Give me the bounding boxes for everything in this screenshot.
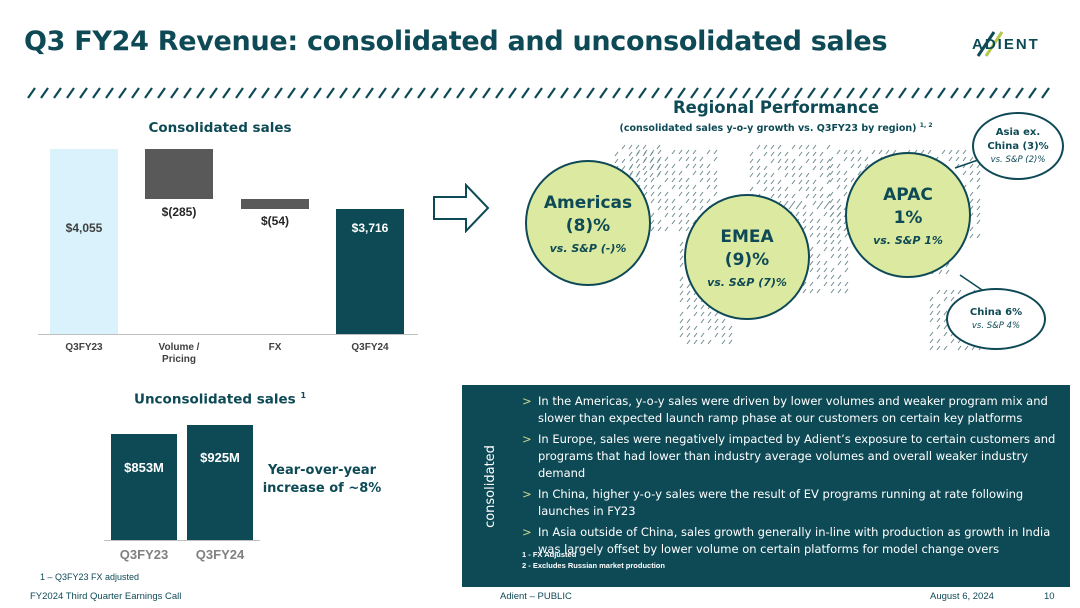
panel-footnotes: 1 - FX Adjusted 2 - Excludes Russian mar…: [522, 550, 665, 570]
bar-label-volume-pricing: $(285): [161, 205, 197, 219]
bar-fx: [241, 199, 309, 209]
bar-label-fx: $(54): [260, 214, 289, 228]
arrow-right-icon: [433, 183, 490, 233]
footer-date: August 6, 2024: [930, 591, 994, 602]
apac-bubble: APAC 1% vs. S&P 1%: [845, 152, 971, 278]
yoy-increase-text: Year-over-year increase of ~8%: [262, 463, 382, 496]
list-item: > In Asia outside of China, sales growth …: [522, 525, 1051, 556]
footer-event: FY2024 Third Quarter Earnings Call: [30, 591, 182, 602]
x-tick-volume: Volume / Pricing: [158, 342, 200, 365]
footer-classification: Adient – PUBLIC: [500, 591, 572, 602]
commentary-list: > In the Americas, y-o-y sales were drive…: [520, 393, 1065, 562]
bar-label-uncons-q3fy24: $925M: [200, 450, 240, 465]
x-tick-fx: FX: [268, 342, 282, 353]
logo-text: ADIENT: [972, 36, 1040, 53]
bar-label-uncons-q3fy23: $853M: [124, 460, 164, 475]
bar-volume-pricing: [145, 149, 213, 199]
list-item: > In China, higher y-o-y sales were the r…: [522, 487, 1024, 518]
consolidated-commentary-panel: consolidated > In the Americas, y-o-y sal…: [462, 385, 1070, 587]
bar-label-q3fy23: $4,055: [65, 221, 103, 235]
bar-q3fy24: [336, 209, 404, 334]
list-item: > In Europe, sales were negatively impact…: [522, 432, 1056, 480]
hatched-divider: [27, 87, 1050, 99]
consolidated-sales-title: Consolidated sales: [148, 120, 292, 136]
bar-uncons-q3fy23: [111, 434, 177, 540]
x-tick-q3fy24: Q3FY24: [351, 342, 389, 353]
uncons-tick-q3fy23: Q3FY23: [119, 547, 169, 562]
bar-uncons-q3fy24: [187, 425, 253, 540]
bar-label-q3fy24: $3,716: [351, 221, 389, 235]
regional-performance-subtitle: (consolidated sales y-o-y growth vs. Q3F…: [619, 122, 933, 135]
panel-side-label: consolidated: [482, 444, 498, 528]
asia-ex-china-callout: Asia ex. China (3)% vs. S&P (2)%: [972, 112, 1064, 180]
adient-logo: [976, 31, 1004, 57]
x-tick-q3fy23: Q3FY23: [65, 342, 103, 353]
uncons-tick-q3fy24: Q3FY24: [195, 547, 245, 562]
bar-q3fy23: [50, 149, 118, 334]
x-axis-line: [38, 334, 418, 335]
footer-page-number: 10: [1044, 591, 1055, 602]
list-item: > In the Americas, y-o-y sales were drive…: [522, 394, 1048, 425]
unconsolidated-sales-title: Unconsolidated sales 1: [133, 391, 307, 408]
regional-performance-title: Regional Performance: [672, 98, 880, 117]
page-title: Q3 FY24 Revenue: consolidated and uncons…: [24, 26, 888, 57]
uncons-axis-line: [104, 540, 260, 541]
china-callout: China 6% vs. S&P 4%: [946, 288, 1046, 350]
americas-bubble: Americas (8)% vs. S&P (-)%: [525, 160, 651, 286]
uncons-footnote: 1 – Q3FY23 FX adjusted: [40, 572, 140, 582]
emea-bubble: EMEA (9)% vs. S&P (7)%: [684, 194, 810, 320]
